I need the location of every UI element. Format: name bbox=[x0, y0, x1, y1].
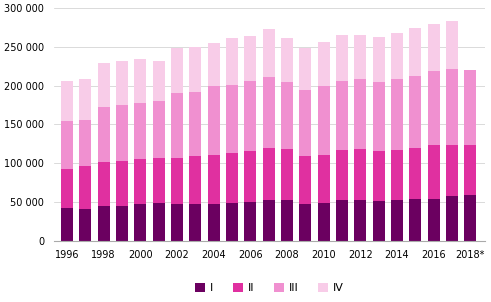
Bar bbox=[171, 48, 183, 93]
Bar bbox=[300, 156, 311, 204]
Bar bbox=[464, 70, 476, 144]
Bar bbox=[61, 121, 73, 169]
Bar bbox=[263, 148, 274, 200]
Bar bbox=[190, 156, 201, 204]
Bar bbox=[336, 200, 348, 241]
Bar bbox=[355, 149, 366, 200]
Bar bbox=[318, 42, 329, 86]
Bar bbox=[208, 43, 219, 86]
Bar bbox=[79, 166, 91, 209]
Bar bbox=[79, 209, 91, 241]
Bar bbox=[153, 203, 164, 241]
Bar bbox=[373, 152, 384, 201]
Bar bbox=[391, 33, 403, 79]
Bar bbox=[171, 93, 183, 158]
Bar bbox=[208, 204, 219, 241]
Bar bbox=[263, 200, 274, 241]
Bar bbox=[98, 107, 109, 162]
Bar bbox=[226, 203, 238, 241]
Bar bbox=[464, 144, 476, 195]
Bar bbox=[446, 21, 458, 69]
Bar bbox=[226, 38, 238, 85]
Bar bbox=[428, 145, 440, 199]
Bar bbox=[300, 204, 311, 241]
Bar bbox=[153, 101, 164, 159]
Bar bbox=[134, 103, 146, 159]
Legend: I, II, III, IV: I, II, III, IV bbox=[191, 279, 348, 298]
Bar bbox=[263, 77, 274, 148]
Bar bbox=[116, 61, 128, 105]
Bar bbox=[446, 196, 458, 241]
Bar bbox=[281, 200, 293, 241]
Bar bbox=[171, 204, 183, 241]
Bar bbox=[355, 34, 366, 79]
Bar bbox=[98, 63, 109, 107]
Bar bbox=[373, 201, 384, 241]
Bar bbox=[428, 199, 440, 241]
Bar bbox=[409, 148, 421, 199]
Bar bbox=[116, 161, 128, 206]
Bar bbox=[409, 27, 421, 76]
Bar bbox=[226, 85, 238, 153]
Bar bbox=[134, 204, 146, 241]
Bar bbox=[391, 200, 403, 241]
Bar bbox=[300, 48, 311, 90]
Bar bbox=[245, 152, 256, 202]
Bar bbox=[79, 120, 91, 166]
Bar bbox=[61, 81, 73, 121]
Bar bbox=[318, 203, 329, 241]
Bar bbox=[373, 82, 384, 152]
Bar bbox=[245, 36, 256, 81]
Bar bbox=[190, 92, 201, 156]
Bar bbox=[355, 79, 366, 149]
Bar bbox=[300, 90, 311, 156]
Bar bbox=[318, 155, 329, 203]
Bar bbox=[153, 159, 164, 203]
Bar bbox=[464, 195, 476, 241]
Bar bbox=[336, 81, 348, 150]
Bar bbox=[446, 144, 458, 196]
Bar bbox=[428, 24, 440, 71]
Bar bbox=[281, 82, 293, 149]
Bar bbox=[61, 169, 73, 208]
Bar bbox=[391, 79, 403, 150]
Bar bbox=[226, 153, 238, 203]
Bar bbox=[281, 149, 293, 200]
Bar bbox=[428, 71, 440, 145]
Bar bbox=[208, 155, 219, 204]
Bar bbox=[263, 29, 274, 77]
Bar bbox=[79, 79, 91, 120]
Bar bbox=[61, 208, 73, 241]
Bar bbox=[134, 159, 146, 204]
Bar bbox=[281, 38, 293, 82]
Bar bbox=[336, 35, 348, 81]
Bar bbox=[355, 200, 366, 241]
Bar bbox=[98, 206, 109, 241]
Bar bbox=[391, 150, 403, 200]
Bar bbox=[134, 59, 146, 103]
Bar bbox=[171, 158, 183, 204]
Bar bbox=[190, 204, 201, 241]
Bar bbox=[208, 86, 219, 155]
Bar bbox=[116, 105, 128, 161]
Bar bbox=[153, 61, 164, 101]
Bar bbox=[245, 81, 256, 152]
Bar bbox=[336, 150, 348, 200]
Bar bbox=[98, 162, 109, 206]
Bar bbox=[409, 199, 421, 241]
Bar bbox=[446, 69, 458, 144]
Bar bbox=[373, 37, 384, 82]
Bar bbox=[409, 76, 421, 148]
Bar bbox=[116, 206, 128, 241]
Bar bbox=[245, 202, 256, 241]
Bar bbox=[318, 86, 329, 155]
Bar bbox=[190, 47, 201, 92]
